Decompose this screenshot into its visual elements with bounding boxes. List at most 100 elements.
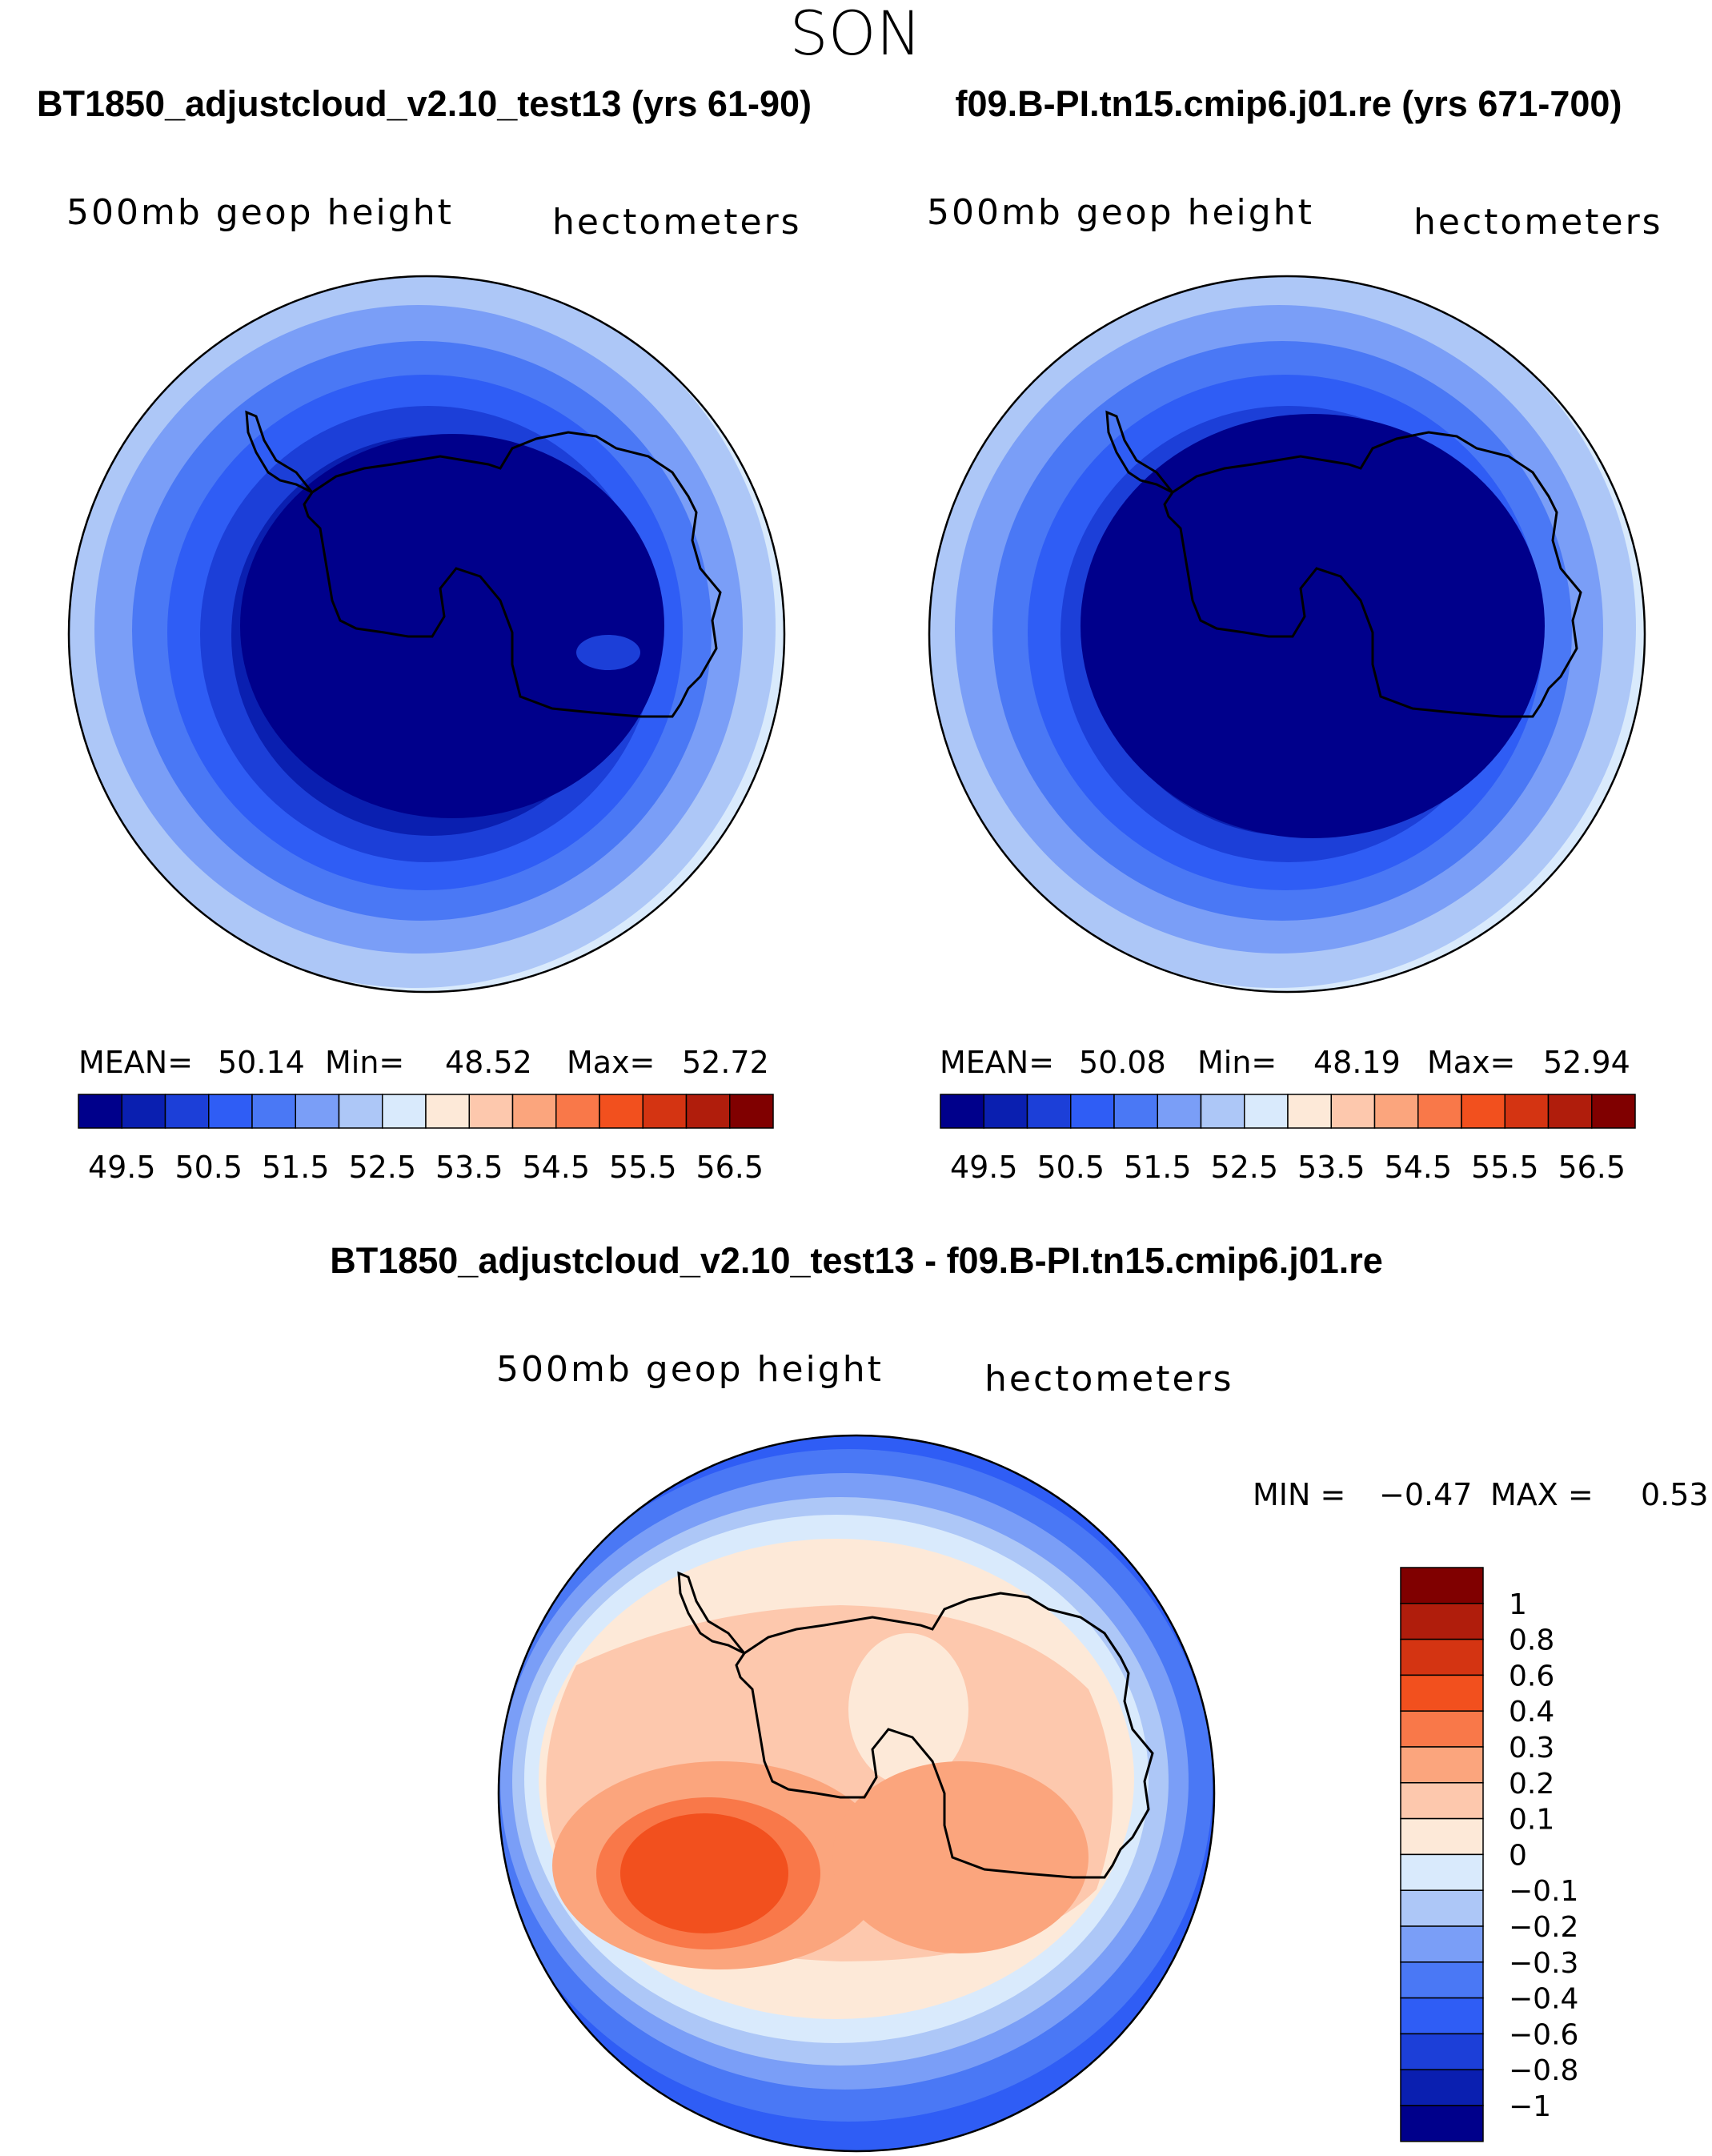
colorbar-swatch xyxy=(1373,1094,1419,1129)
colorbar-swatch xyxy=(1400,1638,1484,1676)
colorbar-diff: 10.80.6 0.4 0.30.20.10−0.1−0.2−0.3−0.4−0.6… xyxy=(1400,1567,1578,2142)
diff-band-lobe xyxy=(848,1633,968,1785)
colorbar-swatch xyxy=(1157,1094,1202,1129)
stats-mean-label: MEAN= xyxy=(78,1045,193,1080)
diff-band-06 xyxy=(620,1813,788,1933)
colorbar-swatch xyxy=(1400,1567,1484,1604)
diff-min-label: MIN = xyxy=(1253,1477,1345,1512)
colorbar-swatch xyxy=(338,1094,383,1129)
colorbar-swatch xyxy=(940,1094,984,1129)
colorbar-tick-label: −0.8 xyxy=(1509,2054,1578,2087)
colorbar-swatch xyxy=(1400,1674,1484,1712)
colorbar-tick-label: 56.5 xyxy=(1558,1150,1626,1185)
colorbar-swatch xyxy=(1547,1094,1593,1129)
colorbar-swatch xyxy=(121,1094,166,1129)
stats-min-value: 48.52 xyxy=(445,1045,532,1080)
colorbar-swatch xyxy=(1400,1817,1484,1856)
diff-max-value: 0.53 xyxy=(1641,1477,1709,1512)
colorbar-tick-label: −0.2 xyxy=(1509,1911,1578,1944)
colorbar-tick-label: 0.3 xyxy=(1509,1732,1554,1765)
diff-min-value: −0.47 xyxy=(1379,1477,1472,1512)
colorbar-swatch xyxy=(295,1094,340,1129)
colorbar-swatch xyxy=(1400,1710,1484,1748)
colorbar-swatch xyxy=(1244,1094,1289,1129)
colorbar-swatch xyxy=(599,1094,644,1129)
panel-right-stats: MEAN= 50.08 Min= 48.19 Max= 52.94 xyxy=(940,1045,1630,1080)
colorbar-swatch xyxy=(685,1094,731,1129)
panel-right-variable: 500mb geop height xyxy=(927,192,1314,233)
colorbar-swatch xyxy=(1400,2069,1484,2106)
contour-band-core xyxy=(240,434,664,818)
colorbar-swatch xyxy=(511,1094,557,1129)
colorbar-tick-label: 0.2 xyxy=(1509,1768,1554,1801)
stats-min-label: Min= xyxy=(1197,1045,1277,1080)
colorbar-swatch xyxy=(1330,1094,1376,1129)
colorbar-swatch xyxy=(1417,1094,1462,1129)
colorbar-swatch xyxy=(1400,1603,1484,1640)
panel-right-units: hectometers xyxy=(1413,202,1663,243)
colorbar-tick-label: −0.3 xyxy=(1509,1947,1578,1980)
colorbar-left: 49.5 50.5 51.5 52.5 53.5 54.5 55.5 56.5 xyxy=(78,1094,774,1185)
map-diff xyxy=(499,1435,1214,2151)
stats-max-label: Max= xyxy=(1427,1045,1515,1080)
colorbar-tick-label: −0.6 xyxy=(1509,2018,1578,2051)
colorbar-tick-label: 50.5 xyxy=(174,1150,243,1185)
colorbar-swatch xyxy=(1113,1094,1158,1129)
colorbar-swatch xyxy=(1504,1094,1550,1129)
colorbar-swatch xyxy=(164,1094,210,1129)
season-title: SON xyxy=(790,0,922,69)
colorbar-right: 49.5 50.5 51.5 52.5 53.5 54.5 55.5 56.5 xyxy=(940,1094,1636,1185)
diff-max-label: MAX = xyxy=(1490,1477,1594,1512)
colorbar-swatch xyxy=(729,1094,774,1129)
colorbar-swatch xyxy=(1400,1997,1484,2035)
map-left xyxy=(69,276,784,992)
colorbar-swatch xyxy=(1400,2033,1484,2070)
panel-right-case-title: f09.B-PI.tn15.cmip6.j01.re (yrs 671-700) xyxy=(956,83,1622,124)
panel-left-units: hectometers xyxy=(552,202,802,243)
colorbar-tick-label: 1 xyxy=(1509,1588,1527,1621)
map-left-tongue xyxy=(576,635,640,670)
colorbar-tick-label: 0.8 xyxy=(1509,1624,1554,1657)
colorbar-tick-label: −0.4 xyxy=(1509,1983,1578,2016)
colorbar-tick-label: 0 xyxy=(1509,1839,1527,1872)
colorbar-tick-label: 53.5 xyxy=(1297,1150,1365,1185)
colorbar-swatch xyxy=(251,1094,296,1129)
colorbar-tick-label: 51.5 xyxy=(1124,1150,1192,1185)
contour-band-core xyxy=(1081,414,1545,838)
colorbar-swatch xyxy=(1591,1094,1636,1129)
colorbar-swatch xyxy=(1026,1094,1072,1129)
colorbar-tick-label: 52.5 xyxy=(348,1150,416,1185)
stats-min-value: 48.19 xyxy=(1313,1045,1401,1080)
diff-band-02b xyxy=(832,1761,1089,1953)
colorbar-tick-label: 49.5 xyxy=(950,1150,1018,1185)
colorbar-swatch xyxy=(1200,1094,1245,1129)
colorbar-tick-label: 0.4 xyxy=(1509,1696,1554,1728)
map-right xyxy=(929,276,1645,992)
panel-left-stats: MEAN= 50.14 Min= 48.52 Max= 52.72 xyxy=(78,1045,769,1080)
colorbar-tick-label: 50.5 xyxy=(1036,1150,1105,1185)
colorbar-tick-label: 52.5 xyxy=(1210,1150,1278,1185)
stats-max-label: Max= xyxy=(567,1045,655,1080)
colorbar-swatch xyxy=(1400,1782,1484,1820)
colorbar-swatch xyxy=(1400,1925,1484,1963)
colorbar-swatch xyxy=(555,1094,600,1129)
panel-left-variable: 500mb geop height xyxy=(66,192,454,233)
colorbar-swatch xyxy=(208,1094,253,1129)
map-diff-border xyxy=(497,1434,1216,2153)
map-right-border xyxy=(928,275,1646,994)
colorbar-swatch xyxy=(642,1094,688,1129)
colorbar-swatch xyxy=(983,1094,1028,1129)
stats-min-label: Min= xyxy=(325,1045,404,1080)
colorbar-tick-label: 55.5 xyxy=(609,1150,677,1185)
panel-diff: BT1850_adjustcloud_v2.10_test13 - f09.B-… xyxy=(330,1240,1709,2153)
colorbar-swatch xyxy=(468,1094,514,1129)
stats-max-value: 52.94 xyxy=(1543,1045,1630,1080)
colorbar-tick-label: 54.5 xyxy=(1384,1150,1452,1185)
colorbar-swatch xyxy=(78,1094,122,1129)
colorbar-swatch xyxy=(1400,1961,1484,1999)
colorbar-swatch xyxy=(1400,1853,1484,1891)
diff-variable: 500mb geop height xyxy=(496,1349,884,1390)
map-left-border xyxy=(67,275,786,994)
colorbar-tick-label: 0.1 xyxy=(1509,1804,1554,1837)
colorbar-tick-label: −1 xyxy=(1509,2090,1551,2123)
